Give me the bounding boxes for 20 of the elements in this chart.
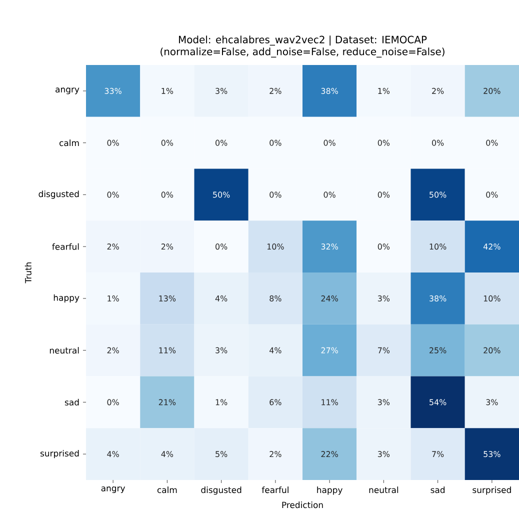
- y-tick-label: surprised: [40, 450, 79, 458]
- y-tick-label: neutral: [50, 347, 79, 354]
- x-tick-label: fearful: [262, 486, 288, 494]
- y-tick-label: calm: [60, 140, 79, 146]
- chart-subtitle: (normalize=False, add_noise=False, reduce_noise=False): [160, 48, 444, 58]
- y-tick-label: fearful: [52, 243, 79, 250]
- y-axis-title: Truth: [24, 262, 32, 284]
- x-tick-label: calm: [157, 486, 177, 494]
- y-tick-label: angry: [56, 88, 80, 94]
- x-tick-label: angry: [101, 486, 126, 494]
- chart-title: Model: ehcalabres_wav2vec2 | Dataset: IEMOCAP: [179, 36, 427, 46]
- x-tick-label: disgusted: [201, 486, 242, 495]
- y-tick-label: happy: [54, 294, 80, 303]
- x-tick-label: neutral: [369, 486, 398, 494]
- x-tick-label: surprised: [472, 486, 511, 495]
- y-tick-label: sad: [64, 398, 79, 406]
- x-tick-label: happy: [317, 486, 342, 495]
- x-tick-label: sad: [430, 486, 445, 494]
- x-axis-title: Prediction: [282, 502, 323, 508]
- y-tick-label: disgusted: [38, 190, 79, 199]
